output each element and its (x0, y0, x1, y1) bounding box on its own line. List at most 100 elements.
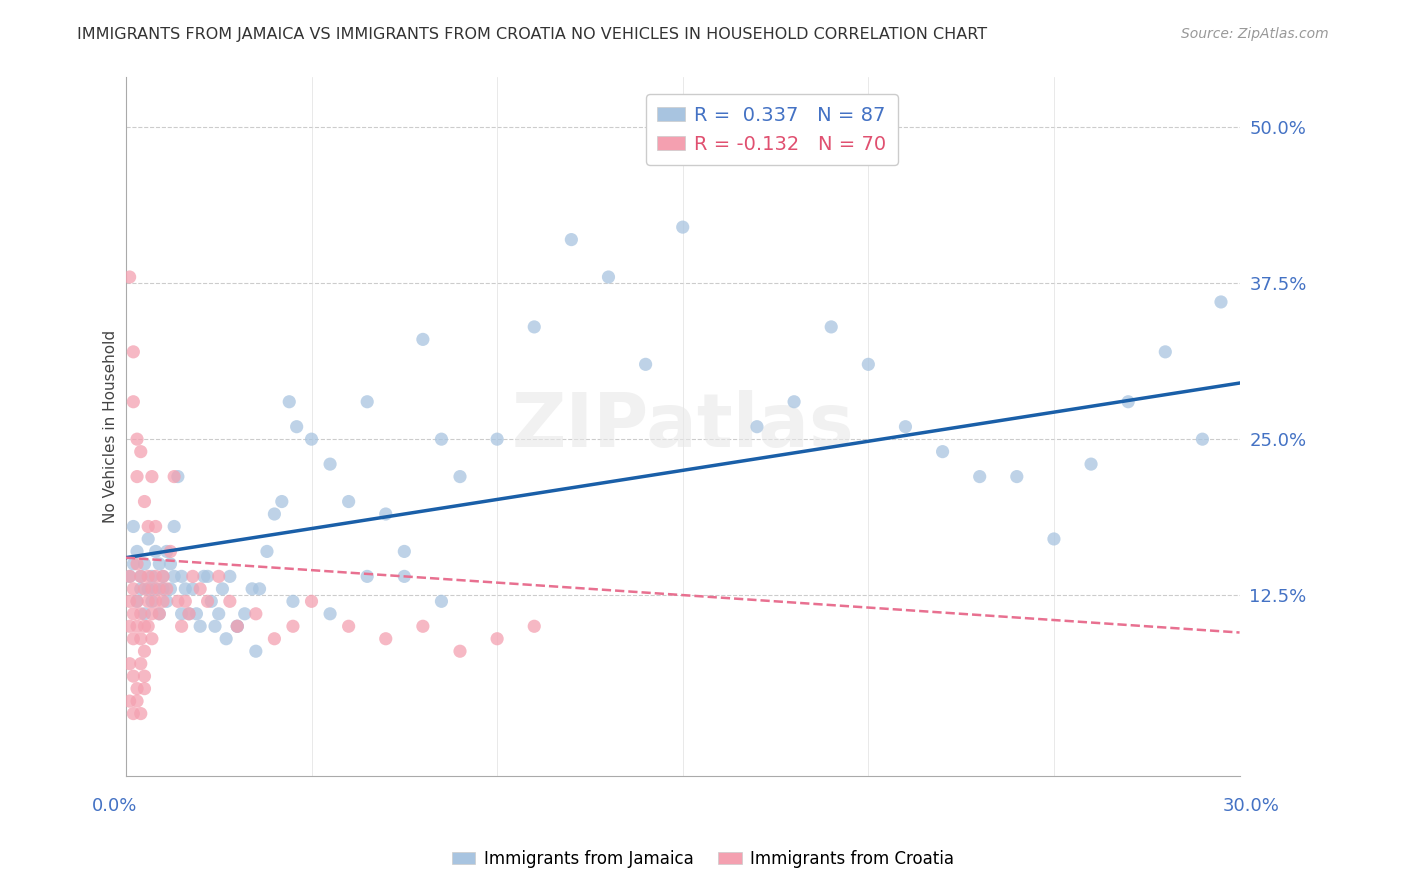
Point (129, 582, 152, 596)
Point (197, 594, 219, 608)
Point (170, 607, 193, 621)
Point (136, 582, 159, 596)
Point (337, 619, 360, 633)
Point (141, 594, 163, 608)
Point (129, 706, 152, 721)
Point (226, 619, 249, 633)
Point (215, 632, 238, 646)
Point (145, 569, 167, 583)
Point (122, 394, 145, 409)
Point (118, 657, 141, 671)
Point (148, 607, 170, 621)
Point (174, 582, 197, 596)
Point (270, 494, 292, 508)
Point (560, 233, 582, 247)
Point (894, 419, 917, 434)
Point (281, 619, 304, 633)
Point (240, 582, 263, 596)
Point (374, 507, 396, 521)
Point (145, 582, 167, 596)
Point (486, 632, 509, 646)
Point (152, 582, 174, 596)
Point (125, 694, 148, 708)
Point (226, 619, 249, 633)
Point (218, 569, 240, 583)
Point (374, 632, 396, 646)
Point (141, 569, 163, 583)
Text: IMMIGRANTS FROM JAMAICA VS IMMIGRANTS FROM CROATIA NO VEHICLES IN HOUSEHOLD CORR: IMMIGRANTS FROM JAMAICA VS IMMIGRANTS FR… (77, 27, 987, 42)
Point (159, 544, 181, 558)
Point (134, 557, 156, 571)
Point (134, 669, 156, 683)
Point (200, 594, 222, 608)
Point (208, 607, 231, 621)
Point (188, 582, 211, 596)
Point (170, 569, 193, 583)
Point (356, 569, 378, 583)
Text: 0.0%: 0.0% (91, 797, 138, 815)
Point (356, 394, 378, 409)
Point (193, 569, 215, 583)
Y-axis label: No Vehicles in Household: No Vehicles in Household (103, 330, 118, 524)
Point (118, 619, 141, 633)
Point (134, 582, 156, 596)
Point (122, 582, 145, 596)
Point (136, 569, 159, 583)
Point (148, 582, 170, 596)
Point (125, 544, 148, 558)
Point (394, 569, 416, 583)
Point (394, 544, 416, 558)
Point (249, 582, 271, 596)
Point (1116, 394, 1139, 409)
Point (263, 632, 285, 646)
Point (523, 619, 546, 633)
Point (163, 569, 186, 583)
Point (319, 607, 342, 621)
Text: 30.0%: 30.0% (1222, 797, 1279, 815)
Point (969, 469, 991, 483)
Point (256, 544, 278, 558)
Point (134, 494, 156, 508)
Point (204, 619, 226, 633)
Point (145, 594, 167, 608)
Point (136, 619, 159, 633)
Point (141, 582, 163, 596)
Point (285, 419, 308, 434)
Point (278, 394, 301, 409)
Point (174, 594, 197, 608)
Point (125, 469, 148, 483)
Point (134, 681, 156, 696)
Point (931, 444, 953, 458)
Point (281, 594, 304, 608)
Point (245, 644, 267, 658)
Point (245, 607, 267, 621)
Point (145, 519, 167, 533)
Point (129, 607, 152, 621)
Point (148, 607, 170, 621)
Point (233, 607, 256, 621)
Point (125, 432, 148, 446)
Point (129, 657, 152, 671)
Point (148, 557, 170, 571)
Point (1005, 469, 1028, 483)
Legend: R =  0.337   N = 87, R = -0.132   N = 70: R = 0.337 N = 87, R = -0.132 N = 70 (645, 95, 898, 165)
Point (430, 594, 453, 608)
Point (163, 469, 186, 483)
Point (783, 394, 806, 409)
Point (136, 519, 159, 533)
Point (156, 594, 179, 608)
Point (125, 594, 148, 608)
Point (122, 519, 145, 533)
Point (122, 607, 145, 621)
Point (523, 319, 546, 334)
Point (122, 632, 145, 646)
Point (301, 432, 323, 446)
Point (141, 469, 163, 483)
Point (412, 332, 434, 346)
Point (186, 607, 208, 621)
Point (745, 419, 768, 434)
Point (118, 569, 141, 583)
Point (412, 619, 434, 633)
Point (129, 569, 152, 583)
Point (118, 270, 141, 285)
